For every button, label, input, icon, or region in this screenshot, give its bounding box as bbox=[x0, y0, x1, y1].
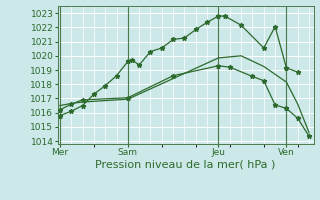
X-axis label: Pression niveau de la mer( hPa ): Pression niveau de la mer( hPa ) bbox=[95, 160, 276, 170]
